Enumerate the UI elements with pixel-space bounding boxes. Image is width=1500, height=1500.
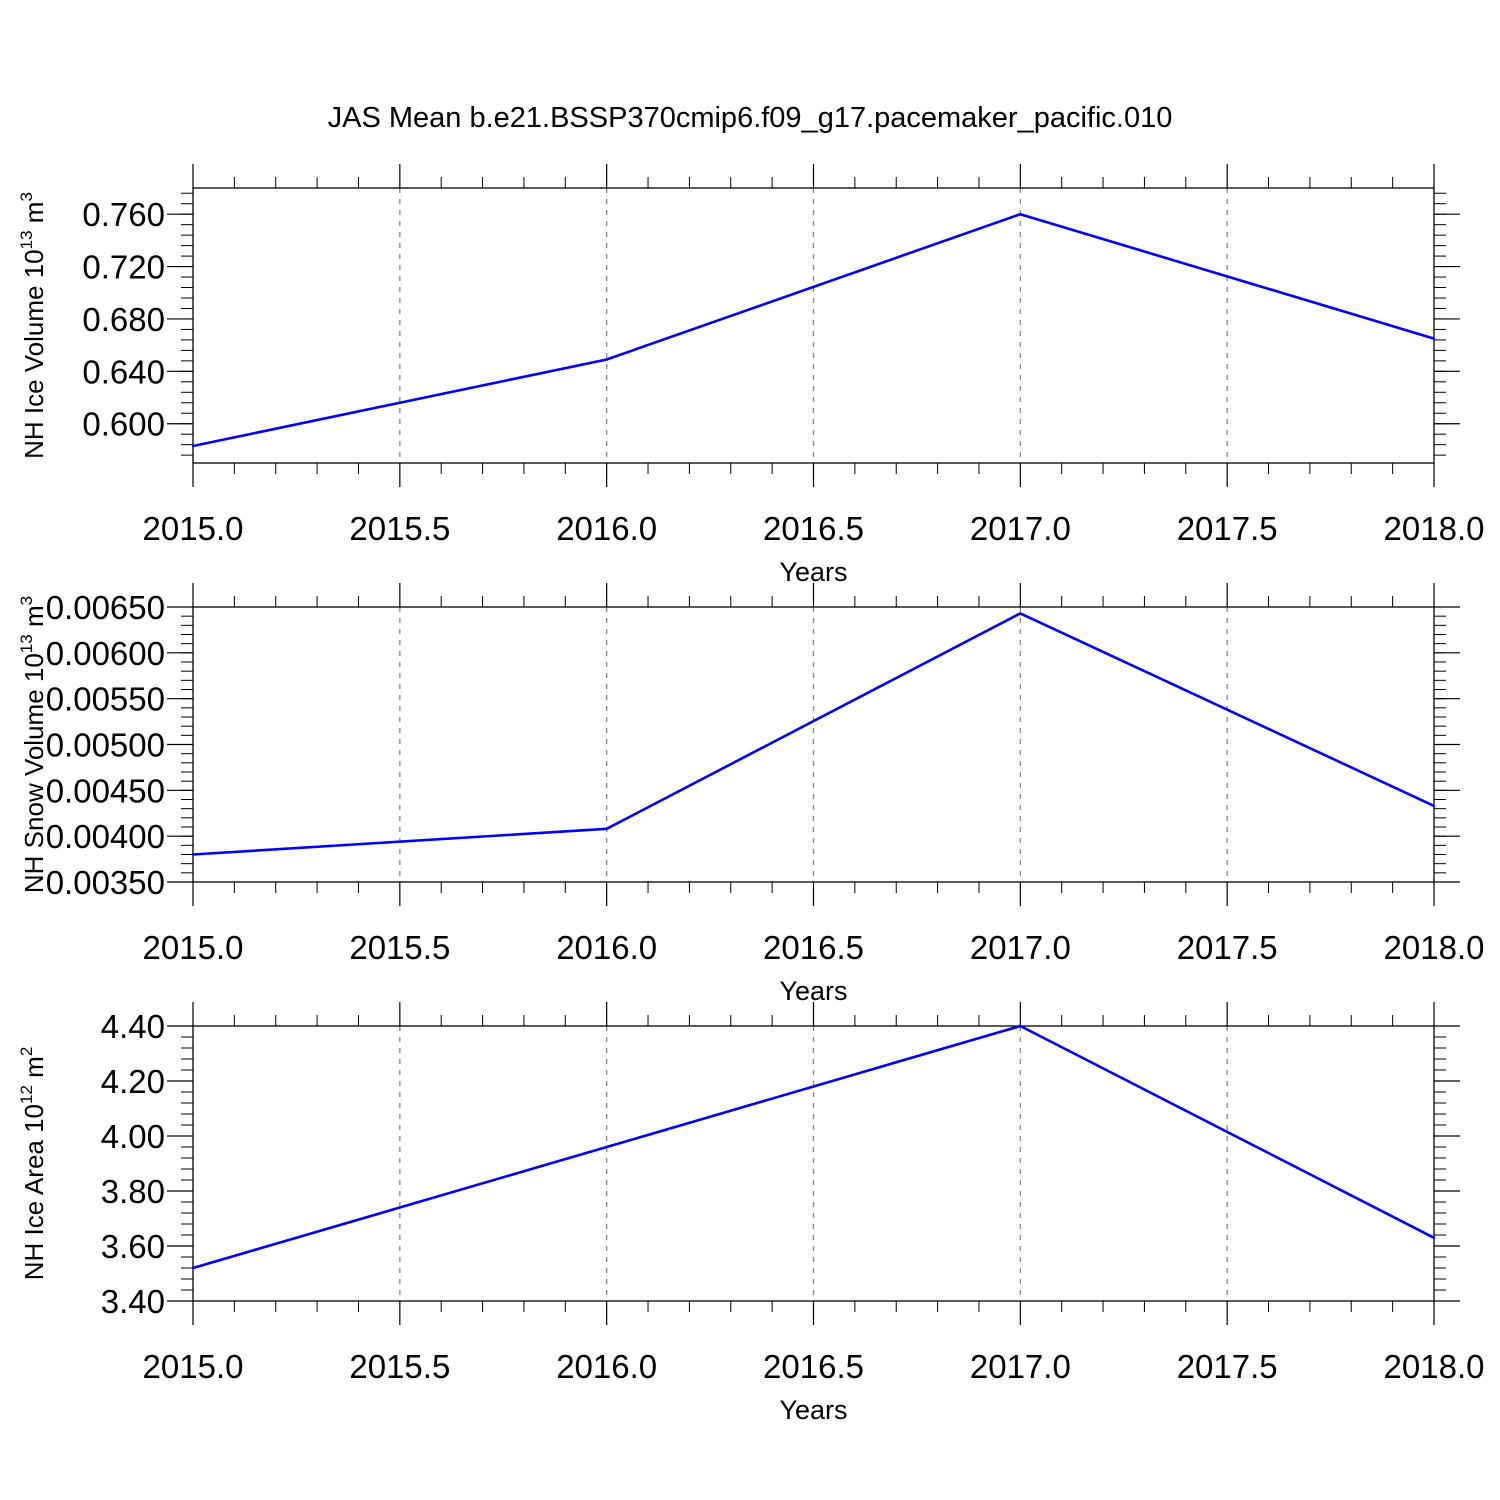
x-axis-label: Years — [779, 1395, 847, 1425]
x-tick-label: 2016.0 — [556, 1348, 657, 1385]
x-tick-label: 2017.5 — [1177, 510, 1278, 547]
series-line — [192, 611, 1435, 856]
y-tick-label: 3.60 — [101, 1228, 165, 1265]
x-tick-label: 2017.0 — [970, 929, 1071, 966]
panel-1: 2015.0 2015.5 2016.0 2016.5 2017.0 2017.5 2018… — [17, 164, 1484, 587]
data-point — [1019, 212, 1022, 216]
y-tick-label: 0.720 — [82, 249, 165, 286]
y-tick-label: 4.40 — [101, 1008, 165, 1045]
y-axis-label: NH Ice Volume 1013 m3 — [17, 192, 49, 459]
y-tick-label: 0.640 — [82, 353, 165, 390]
data-point — [1019, 612, 1022, 615]
x-tick-label: 2017.5 — [1177, 929, 1278, 966]
plot-frame — [192, 1025, 1435, 1302]
data-point — [1432, 804, 1436, 808]
y-tick-label: 3.40 — [101, 1283, 165, 1320]
figure-title: JAS Mean b.e21.BSSP370cmip6.f09_g17.pace… — [328, 102, 1173, 134]
x-tick-label: 2015.5 — [349, 510, 450, 547]
series-line — [192, 1024, 1435, 1270]
data-point — [191, 444, 195, 448]
plot-frame — [192, 606, 1435, 883]
y-tick-label: 0.00500 — [46, 727, 165, 764]
x-tick-label: 2016.5 — [763, 510, 864, 547]
data-point — [1019, 1024, 1022, 1028]
data-point — [605, 1145, 608, 1149]
y-axis-label: NH Snow Volume 1013 m3 — [17, 596, 49, 893]
y-tick-label: 0.600 — [82, 406, 165, 443]
x-tick-label: 2015.0 — [143, 929, 244, 966]
panel-2: 2015.0 2015.5 2016.0 2016.5 2017.0 2017.5 2018… — [17, 583, 1484, 1006]
y-tick-label: 4.00 — [101, 1118, 165, 1155]
x-axis-label: Years — [779, 557, 847, 587]
x-axis-label: Years — [779, 976, 847, 1006]
x-tick-label: 2018.0 — [1384, 929, 1485, 966]
y-tick-label: 3.80 — [101, 1173, 165, 1210]
x-tick-label: 2015.5 — [349, 929, 450, 966]
data-point — [605, 827, 608, 831]
x-tick-label: 2016.0 — [556, 510, 657, 547]
x-tick-label: 2018.0 — [1384, 1348, 1485, 1385]
x-tick-label: 2017.0 — [970, 510, 1071, 547]
x-tick-label: 2017.0 — [970, 1348, 1071, 1385]
data-point — [1432, 337, 1436, 340]
data-point — [191, 853, 195, 856]
y-tick-label: 0.00650 — [46, 589, 165, 626]
data-point — [605, 358, 608, 361]
x-tick-label: 2015.5 — [349, 1348, 450, 1385]
x-tick-label: 2016.5 — [763, 929, 864, 966]
y-tick-label: 4.20 — [101, 1063, 165, 1100]
y-axis-label: NH Ice Area 1012 m2 — [17, 1047, 49, 1281]
data-point — [1432, 1236, 1436, 1239]
x-tick-label: 2017.5 — [1177, 1348, 1278, 1385]
x-tick-label: 2016.0 — [556, 929, 657, 966]
data-point — [191, 1266, 195, 1270]
x-tick-label: 2015.0 — [143, 1348, 244, 1385]
y-tick-label: 0.00550 — [46, 681, 165, 718]
y-tick-label: 0.00450 — [46, 772, 165, 809]
y-tick-label: 0.760 — [82, 196, 165, 233]
y-tick-label: 0.00400 — [46, 818, 165, 855]
series-line — [192, 212, 1435, 448]
y-tick-label: 0.00350 — [46, 864, 165, 901]
x-tick-label: 2015.0 — [143, 510, 244, 547]
plot-frame — [192, 187, 1435, 464]
y-tick-label: 0.680 — [82, 301, 165, 338]
x-tick-label: 2018.0 — [1384, 510, 1485, 547]
panel-3: 2015.0 2015.5 2016.0 2016.5 2017.0 2017.5 2018… — [17, 1002, 1484, 1425]
y-tick-label: 0.00600 — [46, 635, 165, 672]
x-tick-label: 2016.5 — [763, 1348, 864, 1385]
